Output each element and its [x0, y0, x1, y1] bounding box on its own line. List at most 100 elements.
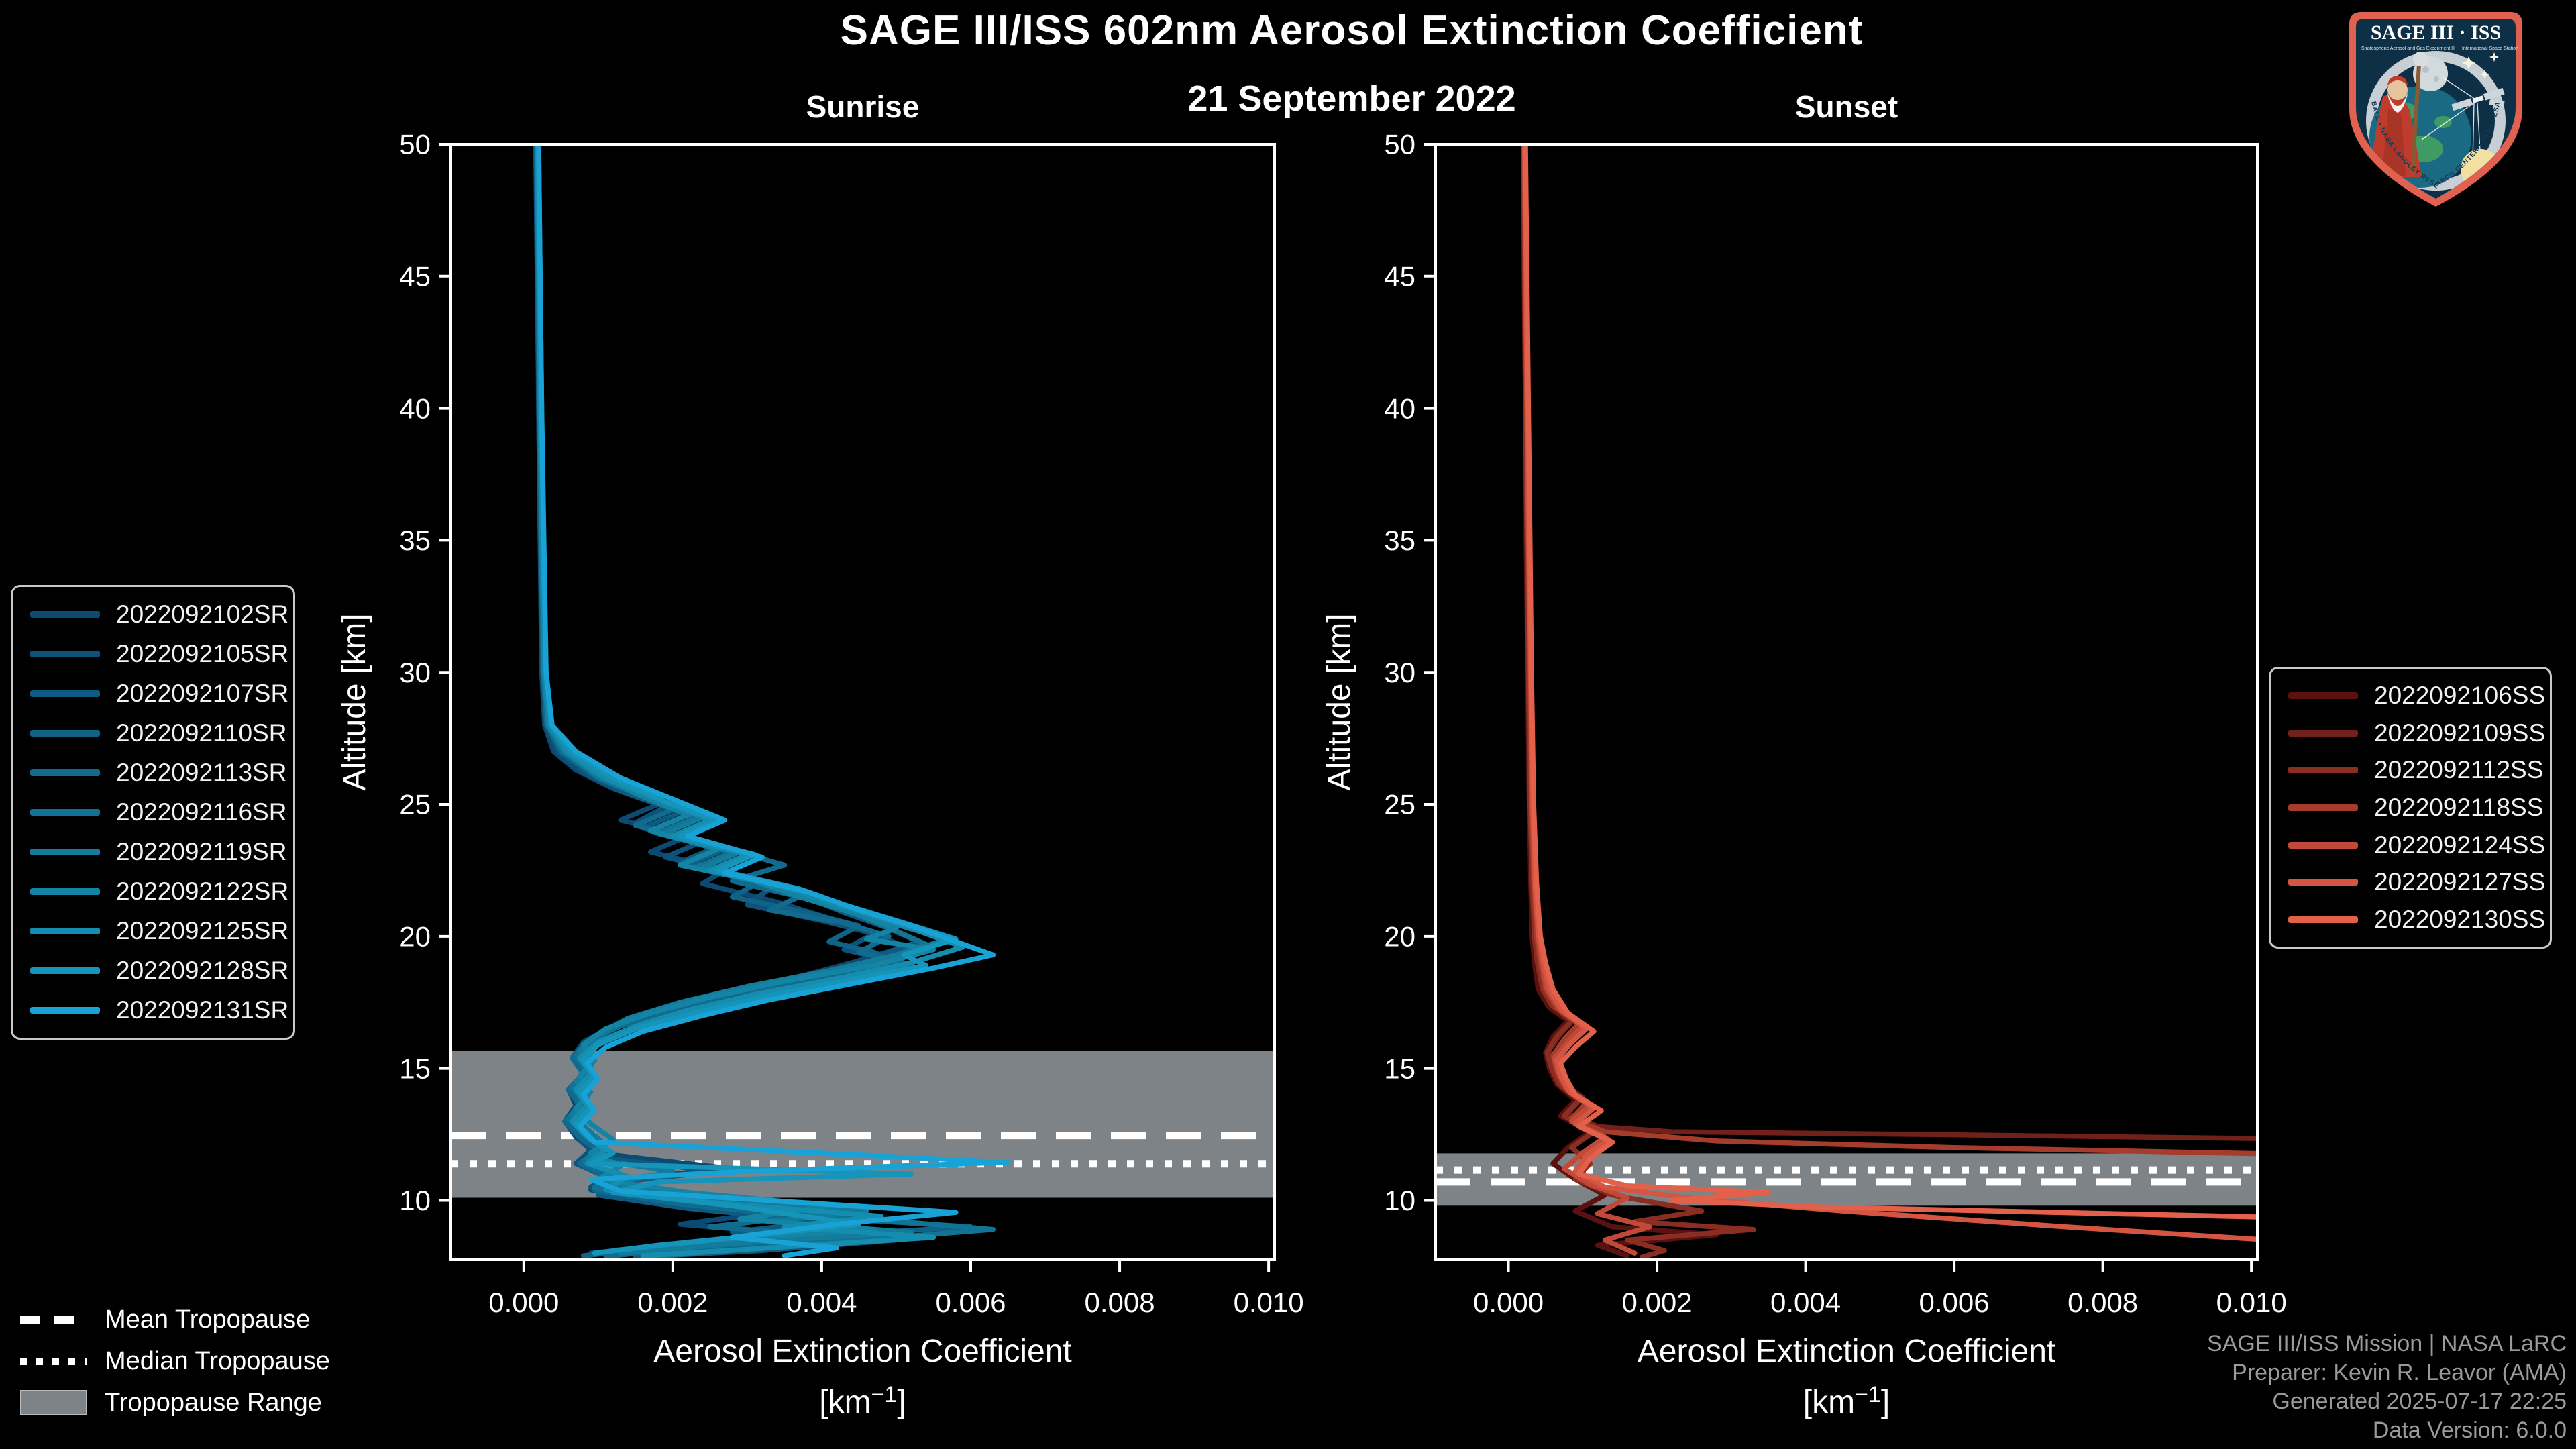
- y-tick-label: 45: [1384, 261, 1415, 292]
- legend-label: 2022092130SS: [2374, 906, 2546, 934]
- legend-item: 2022092128SR: [30, 957, 288, 985]
- y-tick-label: 45: [399, 261, 431, 292]
- gray-patch-swatch: [20, 1390, 87, 1415]
- x-tick-label: 0.004: [786, 1287, 857, 1318]
- sunrise-panel: 0.000 0.002 0.004 0.006 0.008 0.010 50 45 40 35 30…: [337, 129, 1304, 1420]
- patch-subtitle-right: International Space Station: [2462, 46, 2518, 51]
- legend-line-swatch: [30, 651, 100, 658]
- legend-label: 2022092131SR: [116, 996, 289, 1024]
- tropopause-range-legend-item: Tropopause Range: [20, 1388, 330, 1417]
- x-tick-label: 0.006: [1919, 1287, 1990, 1318]
- legend-item: 2022092105SR: [30, 640, 288, 668]
- legend-item: 2022092110SR: [30, 719, 286, 747]
- tropopause-legend: Mean Tropopause Median Tropopause Tropop…: [20, 1305, 330, 1417]
- mean-tropopause-label: Mean Tropopause: [105, 1305, 311, 1334]
- legend-label: 2022092107SR: [116, 680, 289, 708]
- y-tick-label: 30: [399, 657, 431, 688]
- axes-frame: [449, 143, 1276, 1261]
- y-tick-label: 50: [399, 129, 431, 160]
- y-tick-label: 35: [1384, 525, 1415, 556]
- legend-label: 2022092116SR: [116, 798, 287, 826]
- x-tick-label: 0.000: [488, 1287, 559, 1318]
- x-tick-label: 0.006: [935, 1287, 1006, 1318]
- y-tick-label: 25: [399, 789, 431, 820]
- dotted-line-swatch: [20, 1357, 87, 1365]
- legend-label: 2022092112SS: [2374, 756, 2544, 784]
- x-tick-label: 0.002: [1622, 1287, 1693, 1318]
- y-tick-label: 20: [399, 921, 431, 953]
- x-axis-unit: [km−1]: [819, 1382, 906, 1420]
- x-tick-label: 0.010: [1234, 1287, 1304, 1318]
- sunrise-panel-title: Sunrise: [806, 89, 920, 124]
- x-axis-label: Aerosol Extinction Coefficient: [653, 1334, 1071, 1369]
- profile-line-2022092128SR: [536, 144, 959, 1256]
- legend-label: 2022092110SR: [116, 719, 287, 747]
- legend-line-swatch: [30, 967, 100, 974]
- patch-moon-crater-1: [2422, 66, 2429, 73]
- legend-line-swatch: [30, 769, 100, 777]
- legend-item: 2022092125SR: [30, 917, 288, 945]
- legend-line-swatch: [2288, 841, 2358, 849]
- x-tick-label: 0.008: [1085, 1287, 1155, 1318]
- legend-line-swatch: [30, 888, 100, 895]
- median-tropopause-label: Median Tropopause: [105, 1346, 330, 1375]
- sunset-legend: 2022092106SS 2022092109SS 2022092112SS 2022…: [2269, 667, 2552, 949]
- tropopause-range-label: Tropopause Range: [105, 1388, 322, 1417]
- iss-icon: [2451, 87, 2505, 111]
- legend-label: 2022092124SS: [2374, 830, 2546, 859]
- patch-stars: [2462, 52, 2499, 79]
- footer-version-line: Data Version: 6.0.0: [2372, 1417, 2567, 1443]
- profile-line-2022092118SS: [1521, 144, 2257, 1157]
- legend-line-swatch: [30, 690, 100, 698]
- legend-item: 2022092112SS: [2288, 756, 2543, 784]
- legend-line-swatch: [2288, 729, 2358, 737]
- legend-label: 2022092127SS: [2374, 868, 2546, 896]
- wizard-figure: [2369, 52, 2428, 177]
- x-tick-label: 0.000: [1473, 1287, 1544, 1318]
- x-axis-label: Aerosol Extinction Coefficient: [1638, 1334, 2055, 1369]
- legend-item: 2022092113SR: [30, 759, 286, 787]
- footer-generated-line: Generated 2025-07-17 22:25: [2272, 1389, 2567, 1414]
- legend-item: 2022092106SS: [2288, 682, 2545, 710]
- profile-line-2022092130SS: [1523, 144, 2257, 1220]
- y-axis-label: Altitude [km]: [1322, 613, 1357, 790]
- legend-item: 2022092124SS: [2288, 831, 2545, 859]
- legend-label: 2022092125SR: [116, 916, 289, 945]
- y-tick-label: 40: [1384, 392, 1415, 424]
- x-tick-label: 0.002: [637, 1287, 708, 1318]
- footer-preparer-line: Preparer: Kevin R. Leavor (AMA): [2232, 1360, 2567, 1385]
- legend-line-swatch: [2288, 804, 2358, 811]
- profile-line-2022092131SR: [536, 144, 1011, 1258]
- legend-line-swatch: [30, 1006, 100, 1014]
- y-tick-label: 25: [1384, 789, 1415, 820]
- x-tick-label: 0.004: [1770, 1287, 1841, 1318]
- dashed-line-swatch: [20, 1316, 87, 1324]
- profile-line-2022092109SS: [1521, 144, 2257, 1141]
- x-axis-unit: [km−1]: [1803, 1382, 1890, 1420]
- y-axis-label: Altitude [km]: [337, 613, 372, 790]
- axes-frame: [1434, 143, 2259, 1261]
- legend-line-swatch: [30, 848, 100, 855]
- legend-label: 2022092109SS: [2374, 718, 2546, 747]
- patch-title: SAGE III · ISS: [2371, 21, 2501, 44]
- profile-line-2022092125SR: [535, 144, 966, 1258]
- x-tick-label: 0.008: [2068, 1287, 2138, 1318]
- y-tick-label: 20: [1384, 921, 1415, 953]
- mission-footer: SAGE III/ISS Mission | NASA LaRC Prepare…: [2207, 1330, 2567, 1445]
- legend-line-swatch: [30, 808, 100, 816]
- y-tick-label: 10: [399, 1185, 431, 1216]
- legend-item: 2022092122SR: [30, 877, 288, 906]
- y-tick-label: 50: [1384, 129, 1415, 160]
- legend-label: 2022092122SR: [116, 877, 289, 905]
- y-tick-label: 15: [1384, 1053, 1415, 1084]
- x-tick-label: 0.010: [2216, 1287, 2287, 1318]
- legend-label: 2022092105SR: [116, 640, 289, 668]
- legend-item: 2022092118SS: [2288, 794, 2543, 822]
- profile-line-2022092112SS: [1520, 144, 1756, 1260]
- legend-item: 2022092127SS: [2288, 868, 2545, 896]
- legend-label: 2022092119SR: [116, 837, 287, 865]
- patch-moon-crater-2: [2434, 76, 2439, 82]
- patch-land-4: [2434, 116, 2452, 128]
- legend-line-swatch: [2288, 692, 2358, 699]
